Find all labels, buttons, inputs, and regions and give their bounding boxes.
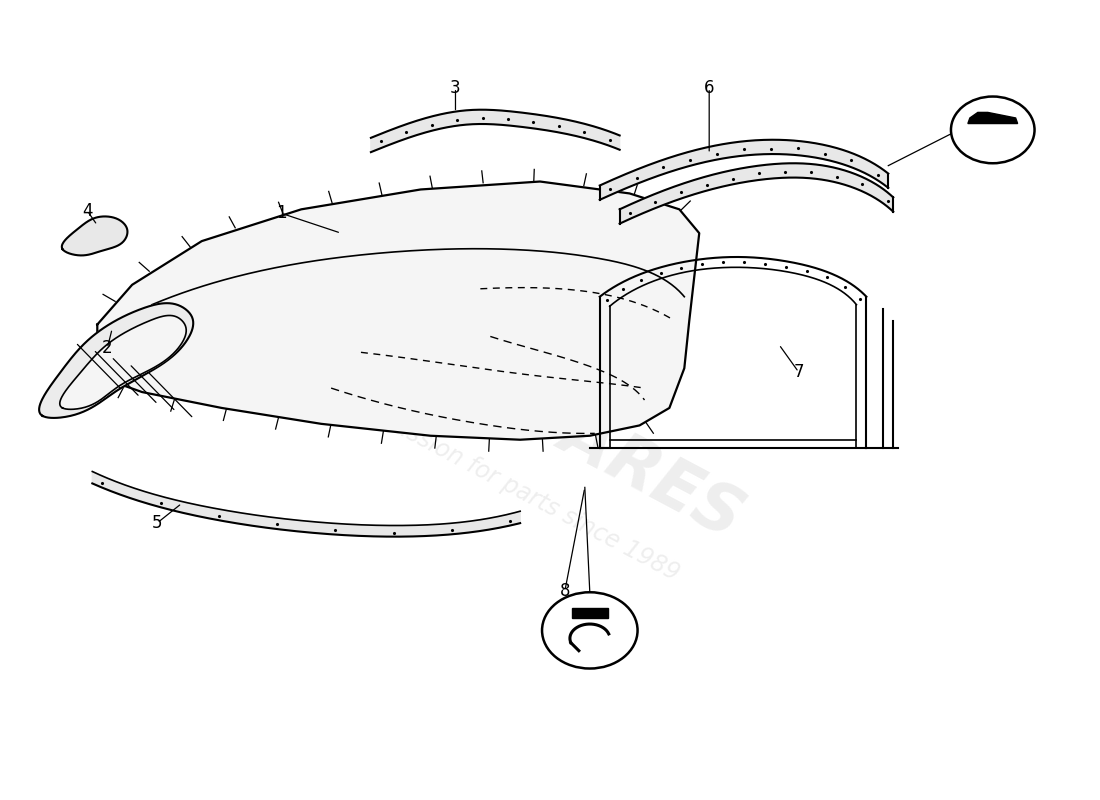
Text: 5: 5 [152,514,162,532]
Polygon shape [92,471,520,537]
Polygon shape [572,608,607,618]
Text: 8: 8 [560,582,570,600]
Text: 3: 3 [450,78,461,97]
Text: 4: 4 [82,202,92,220]
Polygon shape [62,217,128,255]
Polygon shape [968,113,1018,123]
Polygon shape [97,182,700,440]
Polygon shape [371,110,619,152]
Polygon shape [619,163,893,224]
Circle shape [542,592,638,669]
Circle shape [952,97,1034,163]
Text: a passion for parts since 1989: a passion for parts since 1989 [358,397,683,586]
Polygon shape [40,303,194,418]
Polygon shape [600,140,889,200]
Text: 6: 6 [704,78,714,97]
Text: EUROSPARES: EUROSPARES [286,262,754,553]
Text: 2: 2 [102,339,112,358]
Text: 1: 1 [276,204,287,222]
Polygon shape [59,315,186,410]
Text: 7: 7 [793,363,804,381]
